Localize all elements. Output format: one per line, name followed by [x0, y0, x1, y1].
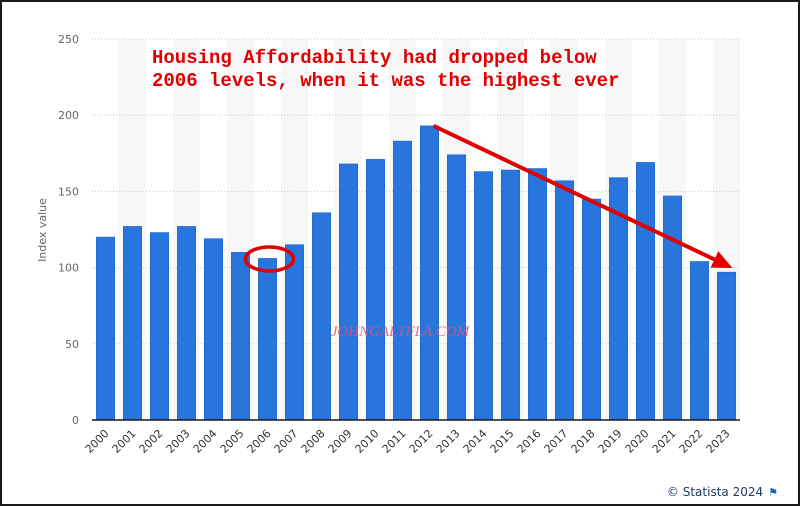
x-tick-label: 2009 — [326, 427, 355, 456]
x-tick-label: 2007 — [272, 427, 301, 456]
bar-2010[interactable] — [366, 159, 385, 421]
bar-2016[interactable] — [528, 168, 547, 421]
x-tick-label: 2016 — [515, 427, 544, 456]
bar-2011[interactable] — [393, 140, 412, 421]
bar-2004[interactable] — [204, 238, 223, 421]
bar-2002[interactable] — [150, 232, 169, 421]
y-tick-labels: 0 50 100 150 200 250 — [58, 33, 79, 427]
x-tick-label: 2017 — [542, 427, 571, 456]
x-tick-label: 2003 — [164, 427, 193, 456]
bar-2015[interactable] — [501, 169, 520, 421]
x-tick-label: 2022 — [677, 427, 706, 456]
x-tick-label: 2011 — [380, 427, 409, 456]
bar-2018[interactable] — [582, 198, 601, 421]
x-tick-label: 2018 — [569, 427, 598, 456]
y-tick-label: 0 — [72, 414, 79, 427]
x-tick-labels: 2000200120022003200420052006200720082009… — [83, 427, 733, 456]
trend-arrow-line — [432, 124, 716, 262]
x-tick-label: 2021 — [650, 427, 679, 456]
x-tick-label: 2013 — [434, 427, 463, 456]
y-tick-label: 100 — [58, 262, 79, 275]
watermark: JOHNGALTFLA.COM — [331, 324, 471, 340]
statista-credit[interactable]: © Statista 2024 ⚑ — [667, 485, 778, 499]
highlight-circle — [243, 245, 296, 273]
bar-2008[interactable] — [312, 212, 331, 421]
x-tick-label: 2023 — [704, 427, 733, 456]
bar-2020[interactable] — [636, 162, 655, 421]
bar-2022[interactable] — [690, 261, 709, 421]
x-tick-label: 2000 — [83, 427, 112, 456]
bar-2001[interactable] — [123, 226, 142, 421]
bar-2017[interactable] — [555, 180, 574, 421]
bar-2023[interactable] — [717, 271, 736, 421]
y-tick-label: 200 — [58, 109, 79, 122]
x-tick-label: 2002 — [137, 427, 166, 456]
x-tick-label: 2004 — [191, 427, 220, 456]
bar-2007[interactable] — [285, 244, 304, 421]
grid-lines — [92, 38, 740, 345]
y-axis-title: Index value — [36, 198, 49, 262]
x-tick-label: 2014 — [461, 427, 490, 456]
x-tick-label: 2010 — [353, 427, 382, 456]
bar-2012[interactable] — [420, 125, 439, 421]
y-tick-label: 50 — [65, 338, 79, 351]
bars — [96, 125, 736, 421]
x-tick-label: 2015 — [488, 427, 517, 456]
annotation-line-1: Housing Affordability had dropped below — [152, 47, 597, 69]
x-tick-label: 2006 — [245, 427, 274, 456]
x-tick-label: 2019 — [596, 427, 625, 456]
bar-2009[interactable] — [339, 163, 358, 421]
bar-2013[interactable] — [447, 154, 466, 421]
y-tick-label: 150 — [58, 185, 79, 198]
x-tick-label: 2001 — [110, 427, 139, 456]
trend-arrow-head — [710, 251, 733, 269]
credit-text: © Statista 2024 — [666, 485, 764, 499]
bar-2021[interactable] — [663, 195, 682, 421]
annotations: Housing Affordability had dropped below … — [152, 47, 733, 273]
x-tick-label: 2012 — [407, 427, 436, 456]
annotation-line-2: 2006 levels, when it was the highest eve… — [152, 70, 619, 92]
x-tick-label: 2020 — [623, 427, 652, 456]
bar-2014[interactable] — [474, 171, 493, 421]
flag-icon: ⚑ — [768, 486, 778, 499]
bar-2006[interactable] — [258, 258, 277, 421]
bar-2000[interactable] — [96, 236, 115, 421]
bar-2003[interactable] — [177, 226, 196, 421]
bar-2005[interactable] — [231, 252, 250, 421]
x-tick-label: 2005 — [218, 427, 247, 456]
x-tick-label: 2008 — [299, 427, 328, 456]
y-tick-label: 250 — [58, 33, 79, 46]
